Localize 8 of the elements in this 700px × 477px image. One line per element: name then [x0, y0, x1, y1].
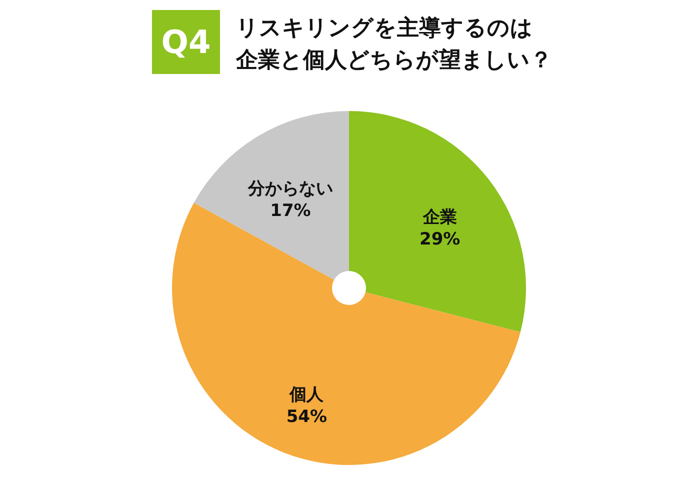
slice-label: 企業	[422, 208, 457, 228]
text: Q4	[161, 23, 211, 61]
slice-label: 分からない	[246, 179, 333, 200]
data-label: 54%	[286, 406, 328, 427]
data-label: 29%	[420, 230, 460, 250]
chart-title: リスキリングを主導するのは企業と個人どちらが望ましい？	[235, 15, 552, 73]
slice-label: 個人	[288, 384, 325, 405]
data-label: 17%	[270, 201, 311, 222]
